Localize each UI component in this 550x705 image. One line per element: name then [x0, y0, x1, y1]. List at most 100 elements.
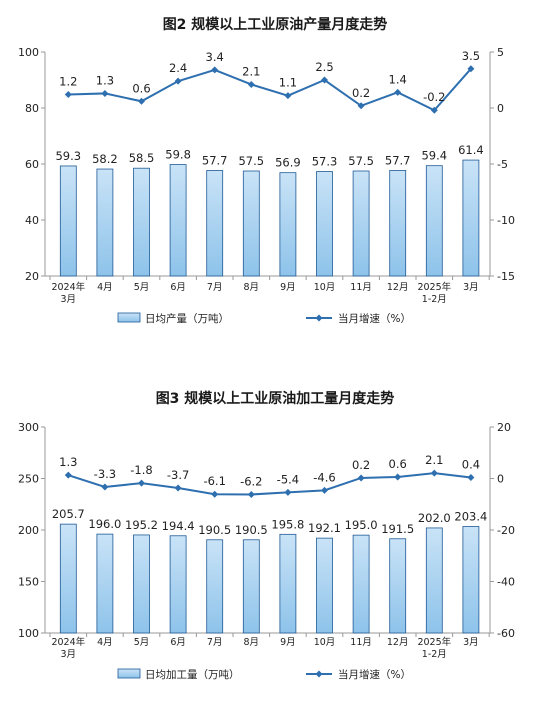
- growth-value-label: 1.1: [279, 76, 297, 90]
- growth-value-label: 0.4: [462, 457, 480, 471]
- bar: [242, 539, 260, 634]
- bar-value-label: 195.0: [345, 518, 378, 532]
- right-tick-label: -5: [497, 158, 508, 171]
- x-tick-label: 9月: [280, 637, 296, 648]
- growth-point: [138, 479, 145, 487]
- bar-value-label: 58.2: [92, 152, 118, 166]
- x-tick-label: 2025年: [417, 636, 451, 648]
- left-tick-label: 60: [25, 158, 39, 171]
- bar-value-label: 194.4: [162, 519, 195, 533]
- growth-value-label: -3.7: [167, 468, 189, 482]
- growth-value-label: -0.2: [423, 90, 445, 104]
- growth-point: [174, 77, 182, 85]
- left-tick-label: 100: [18, 46, 39, 59]
- x-tick-label: 8月: [244, 637, 260, 648]
- right-tick-label: 5: [497, 46, 504, 59]
- bar-value-label: 61.4: [458, 143, 484, 157]
- growth-value-label: 1.2: [59, 75, 77, 89]
- bar: [425, 527, 443, 634]
- growth-value-label: 3.5: [462, 49, 480, 63]
- growth-line: [68, 68, 472, 112]
- chart-3-block: 图3 规模以上工业原油加工量月度走势 100 150 200 250 300 -60 -40…: [0, 375, 550, 701]
- x-tick-label: 1-2月: [422, 294, 447, 305]
- bar: [316, 171, 333, 277]
- bar: [316, 537, 333, 634]
- growth-point: [211, 490, 219, 498]
- bar-value-label: 190.5: [198, 523, 231, 537]
- growth-point: [284, 488, 292, 496]
- bar: [133, 167, 150, 277]
- legend-line-marker: [315, 314, 323, 322]
- chart-3-title: 图3 规模以上工业原油加工量月度走势: [155, 391, 395, 407]
- legend-line-marker: [315, 670, 323, 678]
- bar-value-label: 195.2: [125, 518, 158, 532]
- bar: [169, 164, 187, 277]
- x-tick-label: 5月: [134, 637, 150, 648]
- bar: [462, 526, 480, 634]
- growth-value-label: -5.4: [277, 472, 299, 486]
- bar: [389, 538, 407, 634]
- bar-value-label: 191.5: [381, 522, 414, 536]
- x-tick-label: 3月: [463, 282, 479, 293]
- bar-value-label: 57.5: [238, 154, 264, 168]
- legend-bar-label: 日均产量（万吨）: [145, 312, 229, 325]
- growth-value-label: 2.1: [425, 453, 443, 467]
- growth-point: [394, 473, 402, 481]
- bar-value-label: 57.5: [348, 154, 374, 168]
- right-tick-label: -10: [497, 214, 515, 227]
- x-tick-label: 11月: [350, 637, 372, 648]
- bar-value-label: 202.0: [418, 511, 451, 525]
- bar-value-label: 59.8: [165, 148, 191, 162]
- growth-point: [284, 92, 292, 100]
- growth-value-label: -6.2: [240, 474, 262, 488]
- bar-value-label: 190.5: [235, 523, 268, 537]
- x-tick-label: 4月: [97, 637, 113, 648]
- left-tick-label: 150: [18, 576, 39, 589]
- x-tick-label: 10月: [314, 637, 336, 648]
- legend-line-label: 当月增速（%）: [338, 312, 411, 325]
- right-tick-label: -40: [497, 576, 515, 589]
- bar: [279, 172, 297, 277]
- growth-value-label: 2.4: [169, 61, 187, 75]
- right-tick-label: -60: [497, 627, 515, 640]
- growth-point: [247, 490, 255, 498]
- left-tick-label: 100: [18, 627, 39, 640]
- bar-value-label: 57.3: [312, 155, 338, 169]
- growth-value-label: 1.3: [59, 455, 77, 469]
- growth-point: [174, 484, 182, 492]
- growth-point: [101, 483, 109, 491]
- x-tick-label: 3月: [61, 294, 77, 305]
- growth-point: [211, 66, 219, 74]
- x-tick-label: 1-2月: [422, 649, 447, 660]
- left-tick-label: 20: [25, 270, 39, 283]
- legend-bar-swatch: [117, 312, 141, 323]
- growth-point: [430, 106, 438, 114]
- x-tick-label: 6月: [170, 282, 186, 293]
- right-tick-label: 0: [497, 473, 504, 486]
- x-tick-label: 6月: [170, 637, 186, 648]
- bar: [59, 165, 77, 277]
- bar-value-label: 196.0: [88, 517, 121, 531]
- growth-point: [357, 102, 365, 110]
- bar-value-label: 205.7: [52, 507, 85, 521]
- growth-point: [321, 486, 328, 494]
- growth-value-label: 0.6: [389, 457, 407, 471]
- growth-point: [467, 65, 475, 73]
- bar-value-label: 57.7: [385, 153, 411, 167]
- left-tick-label: 200: [18, 524, 39, 537]
- x-tick-label: 10月: [314, 282, 336, 293]
- bar: [96, 168, 114, 277]
- x-tick-label: 7月: [207, 637, 223, 648]
- growth-point: [357, 474, 365, 482]
- bar: [206, 539, 224, 634]
- growth-point: [64, 471, 72, 479]
- chart-2-title: 图2 规模以上工业原油产量月度走势: [162, 17, 388, 33]
- right-tick-label: -20: [497, 524, 515, 537]
- growth-point: [430, 469, 438, 477]
- growth-value-label: 0.2: [352, 86, 370, 100]
- bar: [425, 165, 443, 277]
- growth-point: [321, 76, 328, 84]
- growth-value-label: 0.6: [132, 81, 150, 95]
- bar-value-label: 203.4: [454, 509, 487, 523]
